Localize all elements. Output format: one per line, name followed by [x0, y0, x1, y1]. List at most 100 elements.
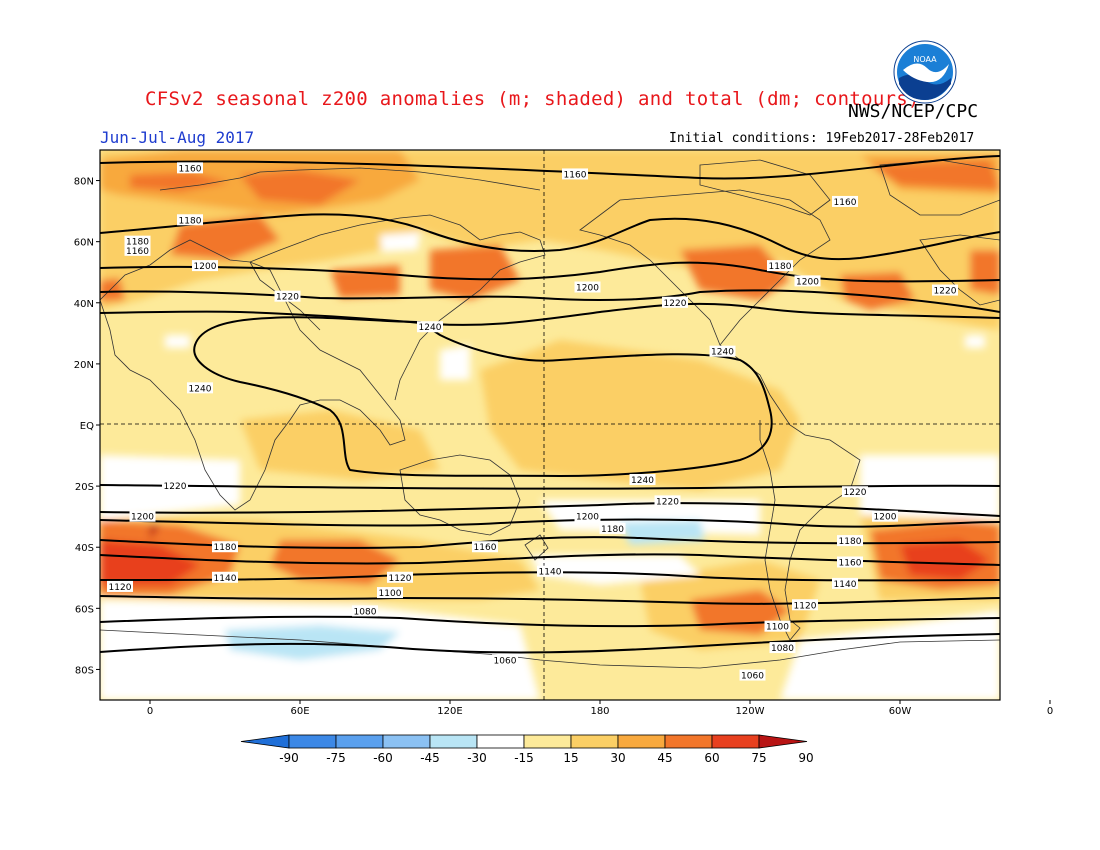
longitude-label: 0 — [147, 706, 153, 717]
colorbar-swatch — [288, 734, 337, 749]
contour-label-bg — [124, 244, 151, 256]
contour-label: 1180 — [839, 537, 862, 547]
contour-label: 1180 — [214, 543, 237, 553]
contour-label: 1220 — [844, 488, 867, 498]
reference-lines — [100, 150, 1000, 700]
contour-label: 1080 — [771, 644, 794, 654]
colorbar-swatch — [382, 734, 431, 749]
colorbar-tick-label: 75 — [751, 751, 766, 765]
contour-label-bg — [274, 290, 301, 302]
contour-label-bg — [769, 642, 796, 654]
contour-label: 1140 — [834, 580, 857, 590]
contour-label-bg — [872, 510, 898, 522]
latitude-label: 20N — [74, 360, 94, 371]
contour-label: 1200 — [874, 513, 897, 523]
colorbar-tick-label: 60 — [704, 751, 719, 765]
colorbar-tick-label: 45 — [657, 751, 672, 765]
contour-label-bg — [562, 168, 588, 180]
contour-label-bg — [599, 522, 626, 534]
colorbar-swatch — [429, 734, 478, 749]
contour-label: 1200 — [194, 262, 217, 272]
contour-label-bg — [837, 556, 863, 568]
contour-label: 1240 — [419, 323, 442, 333]
contour-label: 1220 — [164, 482, 187, 492]
contour-label: 1120 — [794, 601, 817, 611]
noaa-logo-text: NOAA — [913, 55, 937, 64]
contour-label: 1180 — [179, 216, 202, 226]
contour-label-bg — [177, 214, 203, 226]
contour-label: 1220 — [656, 497, 679, 507]
contour-label: 1160 — [834, 198, 857, 208]
colorbar-tick-label: -75 — [326, 751, 346, 765]
contour-label: 1220 — [664, 299, 687, 309]
contour-label-bg — [792, 599, 818, 611]
colorbar-tick-label: -30 — [467, 751, 487, 765]
longitude-label: 0 — [1047, 706, 1053, 717]
contour-label: 1100 — [379, 589, 402, 599]
latitude-label: 80S — [75, 665, 94, 676]
contour-label-bg — [574, 510, 601, 522]
contour-label: 1120 — [109, 583, 132, 593]
contour-label-bg — [709, 345, 736, 357]
contour-label-bg — [537, 565, 563, 577]
contour-label-bg — [764, 620, 791, 632]
colorbar-tick-label: -90 — [279, 751, 299, 765]
contour-label: 1220 — [934, 287, 957, 297]
contour-label-bg — [574, 281, 601, 293]
contour-label: 1200 — [576, 284, 599, 294]
colorbar-tick-label: 15 — [563, 751, 578, 765]
contour-label-bg — [107, 580, 133, 592]
contour-label: 1160 — [179, 164, 202, 174]
contour-label: 1160 — [839, 559, 862, 569]
latitude-label: 40S — [75, 543, 94, 554]
latitude-label: EQ — [80, 421, 94, 432]
agency-label: NWS/NCEP/CPC — [848, 101, 979, 122]
colorbar-tick-label: -15 — [514, 751, 534, 765]
colorbar-tick-label: 30 — [610, 751, 625, 765]
contour-label: 1120 — [389, 574, 412, 584]
latitude-label: 80N — [74, 177, 94, 188]
contour-label: 1180 — [126, 238, 149, 248]
anomaly-shading — [100, 150, 1000, 700]
contour-label: 1100 — [766, 623, 789, 633]
contour-label-bg — [177, 162, 203, 174]
colorbar-swatch — [570, 734, 619, 749]
contour-label: 1160 — [564, 170, 587, 180]
colorbar-swatch — [476, 734, 525, 749]
contour-label-bg — [629, 474, 656, 485]
contour-label: 1240 — [189, 384, 212, 394]
contour-label-bg — [377, 587, 403, 599]
contour-label: 1140 — [214, 574, 237, 584]
latitude-label: 20S — [75, 482, 94, 493]
latitude-label: 60N — [74, 238, 94, 249]
contour-label-bg — [124, 235, 151, 247]
contour-label-bg — [187, 382, 213, 394]
contour-label-bg — [492, 654, 518, 666]
contour-label: 1240 — [631, 476, 654, 486]
latitude-label: 40N — [74, 299, 94, 310]
colorbar-arrow-low — [240, 734, 290, 749]
contour-label: 1180 — [769, 262, 792, 272]
contour-label-bg — [212, 571, 238, 583]
latitude-label: 60S — [75, 604, 94, 615]
colorbar-swatch — [664, 734, 713, 749]
longitude-labels: 0 60E 120E 180 120W 60W 0 — [147, 700, 1053, 717]
contour-label: 1140 — [539, 568, 562, 578]
contour-label-bg — [387, 571, 413, 583]
contour-label-bg — [767, 260, 793, 272]
colorbar-tick-label: 90 — [798, 751, 813, 765]
contour-label: 1080 — [354, 607, 377, 617]
season-label: Jun-Jul-Aug 2017 — [100, 128, 255, 147]
colorbar-swatch — [617, 734, 666, 749]
contour-label-bg — [352, 605, 378, 617]
contour-label-bg — [662, 296, 688, 308]
colorbar-arrow-high — [758, 734, 808, 749]
contour-label: 1060 — [494, 656, 517, 666]
longitude-label: 60E — [290, 706, 309, 717]
contour-label: 1160 — [474, 543, 497, 553]
contour-label-bg — [837, 535, 863, 547]
colorbar-tick-label: -45 — [420, 751, 440, 765]
contour-label: 1060 — [741, 672, 764, 682]
contour-label: 1220 — [276, 293, 299, 303]
